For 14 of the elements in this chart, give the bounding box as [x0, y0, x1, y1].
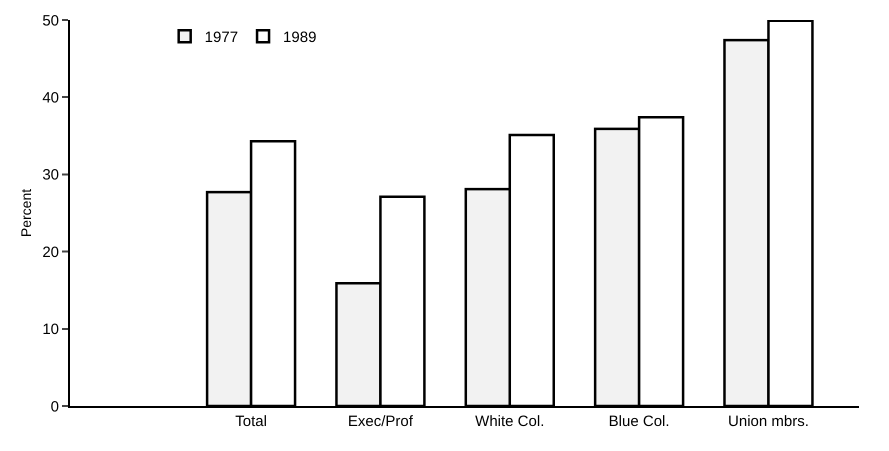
y-tick-label: 0	[50, 398, 59, 416]
x-tick-label: Exec/Prof	[348, 413, 414, 430]
legend-label: 1989	[283, 29, 316, 46]
x-tick-label: Blue Col.	[608, 413, 670, 430]
x-tick-label: White Col.	[475, 413, 544, 430]
legend-label: 1977	[204, 29, 238, 46]
y-tick-label: 30	[42, 166, 59, 184]
x-tick-label: Union mbrs.	[728, 413, 809, 430]
y-axis-title: Percent	[18, 188, 34, 238]
y-tick-label: 10	[42, 321, 59, 338]
x-tick-label: Total	[235, 413, 267, 430]
y-tick-label: 50	[42, 12, 59, 30]
y-tick-label: 20	[42, 244, 59, 261]
y-tick-label: 40	[42, 89, 59, 106]
